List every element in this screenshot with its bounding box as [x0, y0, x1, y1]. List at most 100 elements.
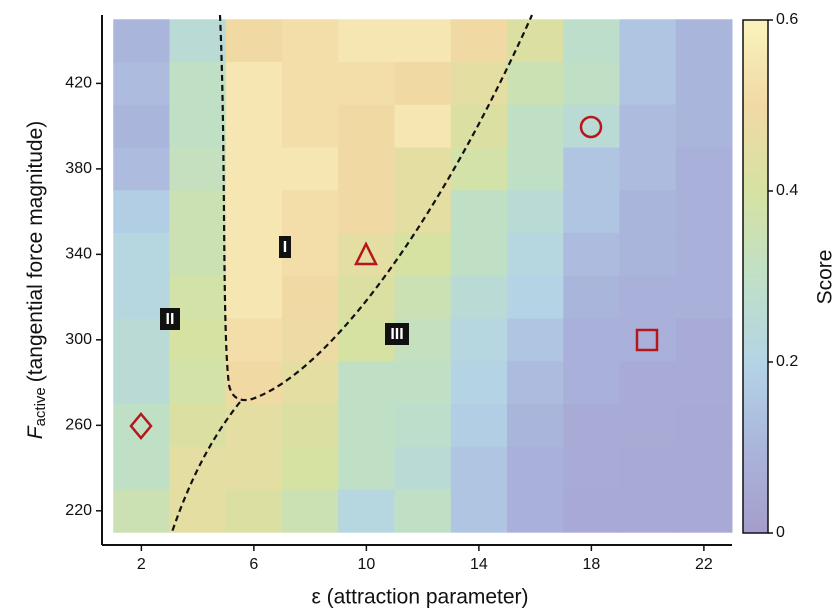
heatmap-cell — [282, 19, 339, 63]
heatmap-cell — [338, 361, 395, 405]
heatmap-cell — [282, 361, 339, 405]
heatmap-cell — [675, 275, 733, 319]
heatmap-cell — [563, 62, 620, 106]
heatmap-cell — [507, 232, 564, 277]
heatmap-cell — [394, 361, 452, 405]
region-badge — [160, 308, 180, 330]
heatmap-cell — [563, 403, 620, 448]
heatmap-cell — [563, 147, 620, 191]
colorbar-title: Score — [814, 250, 837, 305]
heatmap-cell — [282, 489, 339, 533]
heatmap-cell — [113, 361, 170, 405]
heatmap-cell — [225, 275, 283, 319]
heatmap-cell — [338, 275, 395, 319]
heatmap-cell — [619, 403, 677, 448]
region-badge — [385, 323, 409, 345]
heatmap-cell — [113, 403, 170, 448]
heatmap-cell — [225, 190, 283, 234]
heatmap-cell — [450, 489, 508, 533]
heatmap-cell — [282, 190, 339, 234]
heatmap-cell — [282, 232, 339, 277]
heatmap-cell — [225, 104, 283, 148]
heatmap-cell — [675, 361, 733, 405]
heatmap-cell — [563, 361, 620, 405]
heatmap-cell — [225, 318, 283, 362]
heatmap-cell — [113, 147, 170, 191]
colorbar: 0 0.2 0.4 0.6 — [742, 11, 798, 541]
colorbar-tick-label: 0.6 — [776, 11, 798, 28]
heatmap-cell — [113, 104, 170, 148]
heatmap-cell — [507, 104, 564, 148]
heatmap-cell — [169, 403, 227, 448]
heatmap-cell — [563, 104, 620, 148]
heatmap-cell — [619, 232, 677, 277]
heatmap-cell — [282, 275, 339, 319]
heatmap-cell — [225, 232, 283, 277]
marker-square — [635, 328, 659, 352]
heatmap-cell — [450, 62, 508, 106]
heatmap-cell — [338, 232, 395, 277]
y-axis-rest: (tangential force magnitude) — [24, 121, 47, 383]
colorbar-tick-label: 0 — [776, 524, 785, 541]
heatmap-cell — [507, 318, 564, 362]
heatmap-cell — [338, 62, 395, 106]
heatmap-cell — [507, 275, 564, 319]
heatmap-cell — [619, 62, 677, 106]
region-label: II — [166, 311, 175, 328]
heatmap-cell — [338, 489, 395, 533]
heatmap-cell — [338, 190, 395, 234]
heatmap-cell — [619, 190, 677, 234]
y-tick-label: 260 — [65, 417, 92, 434]
heatmap-cell — [450, 446, 508, 490]
heatmap-cell — [450, 361, 508, 405]
marker-circle — [579, 115, 603, 139]
heatmap-cell — [450, 190, 508, 234]
heatmap-cell — [282, 403, 339, 448]
heatmap-cell — [563, 446, 620, 490]
heatmap-cell — [450, 232, 508, 277]
marker-triangle — [353, 241, 379, 266]
heatmap-cell — [394, 232, 452, 277]
heatmap-cell — [225, 147, 283, 191]
heatmap-cell — [113, 446, 170, 490]
boundary-line — [218, 14, 534, 402]
heatmap-cell — [619, 19, 677, 63]
heatmap-cell — [394, 19, 452, 63]
heatmap-cell — [338, 104, 395, 148]
heatmap-cell — [563, 318, 620, 362]
heatmap-cell — [282, 446, 339, 490]
heatmap-cell — [507, 489, 564, 533]
x-tick-label: 18 — [582, 556, 600, 573]
heatmap-cell — [563, 232, 620, 277]
heatmap-cell — [619, 147, 677, 191]
heatmap-cell — [338, 19, 395, 63]
region-label: III — [390, 326, 403, 343]
x-tick-label: 22 — [695, 556, 713, 573]
heatmap-cell — [169, 361, 227, 405]
marker-diamond — [129, 412, 153, 440]
y-tick-label: 300 — [65, 331, 92, 348]
heatmap-cell — [338, 446, 395, 490]
heatmap-cell — [113, 489, 170, 533]
heatmap-cell — [675, 318, 733, 362]
colorbar-tick-label: 0.4 — [776, 182, 798, 199]
heatmap-cell — [338, 403, 395, 448]
heatmap-cell — [450, 275, 508, 319]
heatmap-cell — [507, 446, 564, 490]
heatmap-cell — [450, 104, 508, 148]
heatmap-cell — [394, 446, 452, 490]
region-label: I — [283, 239, 287, 256]
heatmap — [113, 19, 733, 533]
colorbar-tick-label: 0.2 — [776, 353, 798, 370]
heatmap-cell — [169, 232, 227, 277]
heatmap-cell — [113, 62, 170, 106]
y-axis-title: Factive (tangential force magnitude) — [24, 121, 49, 440]
y-tick-label: 220 — [65, 502, 92, 519]
heatmap-cell — [394, 275, 452, 319]
heatmap-cell — [619, 361, 677, 405]
heatmap-cell — [675, 104, 733, 148]
heatmap-cell — [507, 403, 564, 448]
heatmap-cell — [675, 446, 733, 490]
y-tick-label: 380 — [65, 160, 92, 177]
